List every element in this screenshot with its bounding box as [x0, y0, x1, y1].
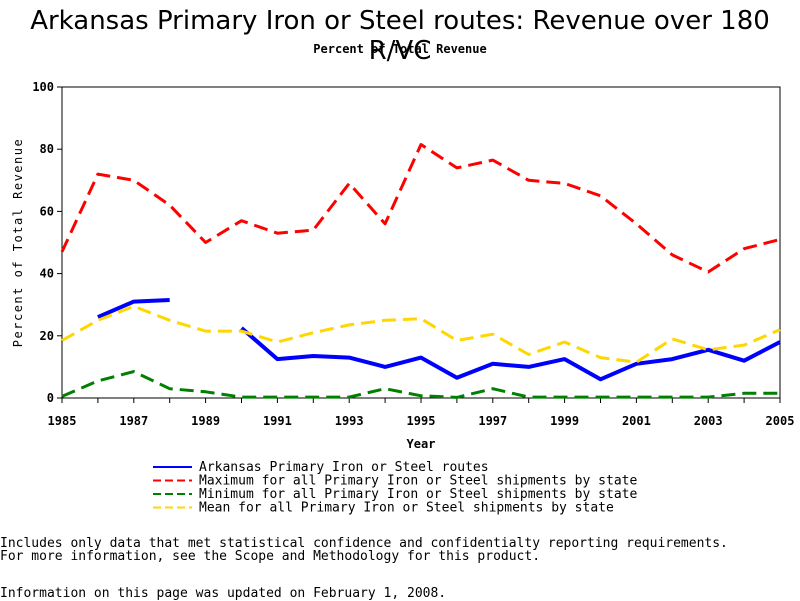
chart-subtitle: Percent of Total Revenue: [313, 42, 487, 56]
series-line-1: [240, 326, 781, 382]
x-tick-label: 1993: [335, 414, 364, 428]
series-line-4: [61, 304, 781, 364]
x-tick-label: 1991: [263, 414, 292, 428]
x-tick-label: 2005: [766, 414, 795, 428]
line-chart: 0 20 40 60 80 100 1985 1987 1989 1991 1993 1995 1997…: [11, 80, 795, 516]
y-tick-label: 40: [40, 267, 54, 281]
footnote-updated: Information on this page was updated on …: [0, 586, 447, 601]
y-tick-label: 20: [40, 329, 54, 343]
legend-label-4: Mean for all Primary Iron or Steel shipm…: [199, 501, 614, 516]
series-line-1: [97, 298, 170, 319]
chart-title: Arkansas Primary Iron or Steel routes: R…: [30, 6, 770, 66]
legend-label-3: Minimum for all Primary Iron or Steel sh…: [199, 487, 637, 502]
x-tick-label: 1985: [48, 414, 77, 428]
legend-label-2: Maximum for all Primary Iron or Steel sh…: [199, 474, 637, 489]
plot-frame: [61, 86, 781, 399]
x-tick-label: 1999: [550, 414, 579, 428]
x-tick-label: 1995: [407, 414, 436, 428]
x-tick-label: 1989: [191, 414, 220, 428]
x-tick-label: 1997: [478, 414, 507, 428]
series-line-3: [61, 370, 780, 399]
footnote-confidence: Includes only data that met statistical …: [0, 536, 728, 551]
y-tick-label: 80: [40, 142, 54, 156]
x-tick-label: 2001: [622, 414, 651, 428]
series-line-2: [60, 143, 781, 274]
x-tick-label: 1987: [119, 414, 148, 428]
y-tick-label: 60: [40, 204, 54, 218]
y-tick-label: 100: [32, 80, 54, 94]
legend-label-1: Arkansas Primary Iron or Steel routes: [199, 460, 489, 475]
y-tick-label: 0: [47, 391, 54, 405]
y-axis-label: Percent of Total Revenue: [11, 138, 25, 347]
x-axis-label: Year: [407, 437, 436, 451]
footnote-methodology: For more information, see the Scope and …: [0, 549, 541, 564]
x-tick-label: 2003: [694, 414, 723, 428]
